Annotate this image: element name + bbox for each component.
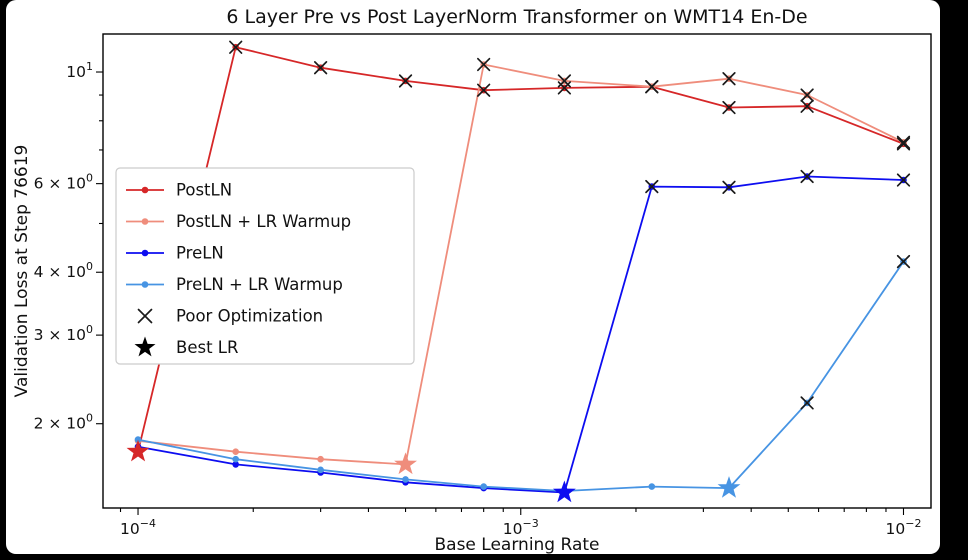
legend-star-icon xyxy=(134,336,156,357)
best-lr-star xyxy=(394,452,417,475)
data-point xyxy=(648,483,656,490)
data-point xyxy=(232,461,239,468)
poor-optimization-marker xyxy=(800,169,814,184)
legend-label: Best LR xyxy=(176,338,238,357)
poor-optimization-marker xyxy=(557,74,572,88)
poor-optimization-marker xyxy=(645,179,659,194)
data-point xyxy=(317,466,324,474)
y-tick-label: 2 × 100 xyxy=(34,412,93,433)
legend-label: PreLN + LR Warmup xyxy=(176,275,343,294)
x-tick-label: 10−4 xyxy=(120,517,156,538)
figure: 10−4 10−3 10−2 101 6 × 100 4 × 100 3 × 100 2 × … xyxy=(6,0,940,555)
x-tick-label: 10−3 xyxy=(503,517,539,538)
legend-entry: PostLN + LR Warmup xyxy=(126,212,351,231)
poor-optimization-marker xyxy=(477,57,491,72)
data-point xyxy=(232,448,239,456)
x-tick-label: 10−2 xyxy=(886,517,922,538)
poor-optimization-marker xyxy=(896,137,911,151)
legend-dot-swatch xyxy=(141,281,149,288)
data-point xyxy=(480,483,488,490)
legend-entry: PostLN xyxy=(126,181,232,200)
series-layer xyxy=(126,40,911,503)
poor-optimization-marker xyxy=(896,135,911,149)
best-lr-star xyxy=(717,476,741,498)
data-point xyxy=(232,455,239,463)
legend-label: PreLN xyxy=(176,244,224,263)
legend-label: PostLN xyxy=(176,181,232,200)
poor-optimization-marker xyxy=(800,99,814,113)
series-line xyxy=(137,63,904,466)
poor-optimization-marker xyxy=(398,74,413,88)
best-lr-star xyxy=(126,439,150,462)
data-point xyxy=(134,436,142,443)
best-lr-star xyxy=(553,480,576,503)
legend-box xyxy=(115,167,415,365)
axis-ticks xyxy=(96,71,905,515)
series-line xyxy=(137,46,904,452)
legend-x-icon xyxy=(137,308,153,324)
poor-optimization-marker xyxy=(896,254,911,269)
plot-svg: 10−4 10−3 10−2 101 6 × 100 4 × 100 3 × 100 2 × … xyxy=(34,33,932,538)
legend-entry: PreLN + LR Warmup xyxy=(126,275,343,294)
legend-dot-swatch xyxy=(141,249,149,257)
data-point xyxy=(402,476,409,483)
poor-optimization-marker xyxy=(229,40,243,54)
poor-optimization-marker xyxy=(722,180,736,194)
y-tick-label: 101 xyxy=(66,60,93,81)
y-tick-label: 6 × 100 xyxy=(34,172,93,193)
poor-optimization-marker xyxy=(800,396,814,410)
chart-title: 6 Layer Pre vs Post LayerNorm Transforme… xyxy=(226,6,808,28)
poor-optimization-marker xyxy=(896,173,911,187)
data-point xyxy=(317,455,324,463)
y-tick-label: 4 × 100 xyxy=(34,260,93,281)
series-line xyxy=(137,175,904,494)
legend-label: PostLN + LR Warmup xyxy=(176,212,351,231)
legend-label: Poor Optimization xyxy=(176,307,323,326)
series-line xyxy=(137,261,905,492)
x-axis-label: Base Learning Rate xyxy=(434,535,600,555)
poor-optimization-marker xyxy=(477,83,491,97)
poor-optimization-marker xyxy=(645,80,659,94)
axes-spines xyxy=(102,33,932,509)
legend-entry: Best LR xyxy=(134,336,238,357)
poor-optimization-marker xyxy=(313,61,328,75)
poor-optimization-marker xyxy=(722,100,736,115)
legend-entry: Poor Optimization xyxy=(137,307,323,326)
legend-entry: PreLN xyxy=(126,244,224,263)
legend: PostLN PostLN + LR Warmup PreLN PreLN + LR … xyxy=(115,167,415,365)
y-tick-label: 3 × 100 xyxy=(34,323,93,344)
legend-dot-swatch xyxy=(141,218,149,225)
y-axis-label: Validation Loss at Step 76619 xyxy=(12,144,32,398)
poor-optimization-marker xyxy=(800,88,814,102)
poor-optimization-marker xyxy=(722,72,736,86)
legend-dot-swatch xyxy=(141,186,149,194)
